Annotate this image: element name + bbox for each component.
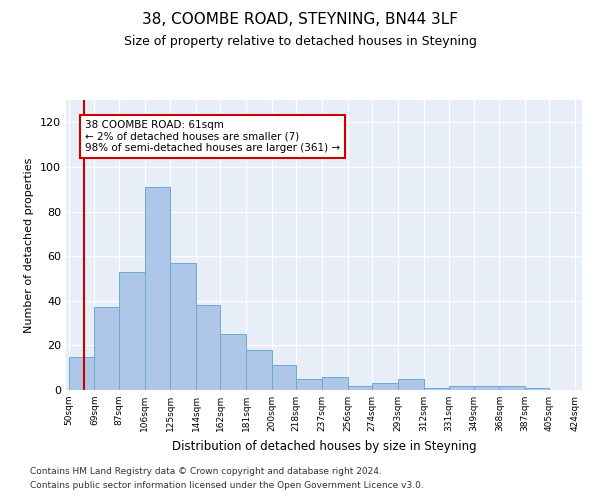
Bar	[398, 379, 424, 390]
Bar	[196, 305, 220, 390]
Text: 38, COOMBE ROAD, STEYNING, BN44 3LF: 38, COOMBE ROAD, STEYNING, BN44 3LF	[142, 12, 458, 28]
Text: Size of property relative to detached houses in Steyning: Size of property relative to detached ho…	[124, 35, 476, 48]
Text: Contains public sector information licensed under the Open Government Licence v3: Contains public sector information licen…	[30, 481, 424, 490]
Bar	[145, 187, 170, 390]
Bar	[119, 272, 145, 390]
Bar	[170, 263, 196, 390]
Bar	[372, 384, 398, 390]
Bar	[220, 334, 246, 390]
Bar	[296, 379, 322, 390]
Bar	[525, 388, 550, 390]
Bar	[322, 376, 348, 390]
Bar	[473, 386, 499, 390]
Text: Contains HM Land Registry data © Crown copyright and database right 2024.: Contains HM Land Registry data © Crown c…	[30, 467, 382, 476]
Bar	[424, 388, 449, 390]
X-axis label: Distribution of detached houses by size in Steyning: Distribution of detached houses by size …	[172, 440, 476, 452]
Bar	[449, 386, 473, 390]
Bar	[348, 386, 372, 390]
Text: 38 COOMBE ROAD: 61sqm
← 2% of detached houses are smaller (7)
98% of semi-detach: 38 COOMBE ROAD: 61sqm ← 2% of detached h…	[85, 120, 340, 154]
Bar	[272, 366, 296, 390]
Bar	[94, 308, 119, 390]
Bar	[499, 386, 525, 390]
Bar	[69, 356, 94, 390]
Y-axis label: Number of detached properties: Number of detached properties	[25, 158, 34, 332]
Bar	[246, 350, 272, 390]
